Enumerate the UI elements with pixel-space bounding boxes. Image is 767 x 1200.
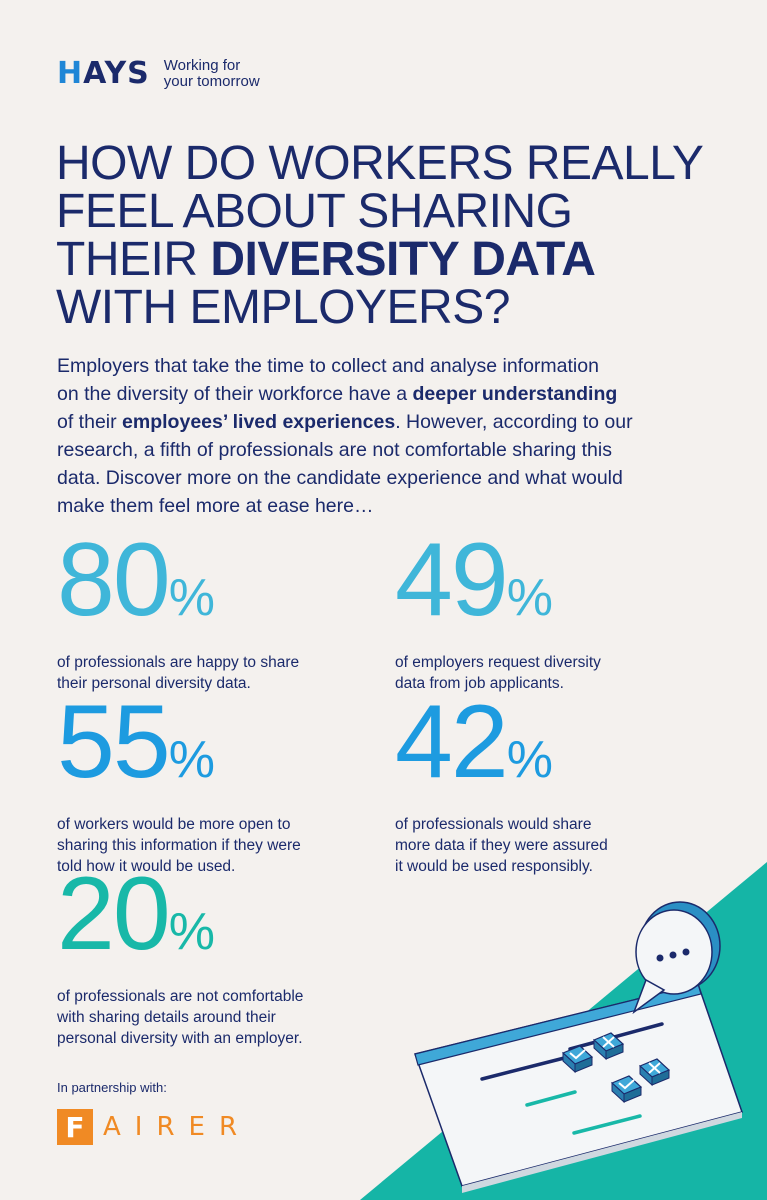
hays-logo: HAYS Working for your tomorrow: [57, 56, 260, 92]
stat-value: 55%: [57, 684, 215, 800]
intro-paragraph: Employers that take the time to collect …: [57, 355, 633, 517]
partner-section: In partnership with: F AIRER: [57, 1080, 251, 1145]
speech-bubble-icon: [632, 901, 721, 1015]
stat-more-open: 55% of workers would be more open to sha…: [57, 684, 301, 877]
stat-description: of professionals are not comfortable wit…: [57, 988, 304, 1047]
checkbox-cross-icon: [592, 1032, 625, 1061]
stat-description: of professionals are happy to share thei…: [57, 654, 300, 692]
fairer-logo-text: AIRER: [103, 1112, 252, 1142]
stat-value: 20%: [57, 856, 215, 972]
fairer-logo: F AIRER: [57, 1109, 251, 1145]
stat-employers-request: 49% of employers request diversity data …: [395, 522, 601, 694]
checkbox-check-icon: [561, 1045, 594, 1074]
stat-happy-to-share: 80% of professionals are happy to share …: [57, 522, 300, 694]
stat-description: of employers request diversity data from…: [395, 654, 601, 692]
checkbox-check-icon: [610, 1075, 643, 1104]
stat-not-comfortable: 20% of professionals are not comfortable…: [57, 856, 304, 1049]
stat-value: 49%: [395, 522, 553, 638]
survey-card-edge: [462, 1112, 742, 1193]
survey-card: [414, 983, 743, 1187]
stat-value: 80%: [57, 522, 215, 638]
stat-value: 42%: [395, 684, 553, 800]
hays-wordmark: HAYS: [57, 56, 150, 91]
stat-share-more: 42% of professionals would share more da…: [395, 684, 608, 877]
teal-background-shape: [360, 862, 767, 1200]
stat-description: of workers would be more open to sharing…: [57, 816, 301, 875]
survey-card-header: [414, 983, 702, 1066]
stat-description: of professionals would share more data i…: [395, 816, 608, 875]
hays-tagline: Working for your tomorrow: [163, 57, 260, 90]
page-title: How do workers really feel about sharing…: [56, 137, 704, 334]
fairer-logo-initial: F: [57, 1109, 93, 1145]
checkbox-cross-icon: [638, 1058, 671, 1087]
partner-label: In partnership with:: [57, 1080, 167, 1095]
